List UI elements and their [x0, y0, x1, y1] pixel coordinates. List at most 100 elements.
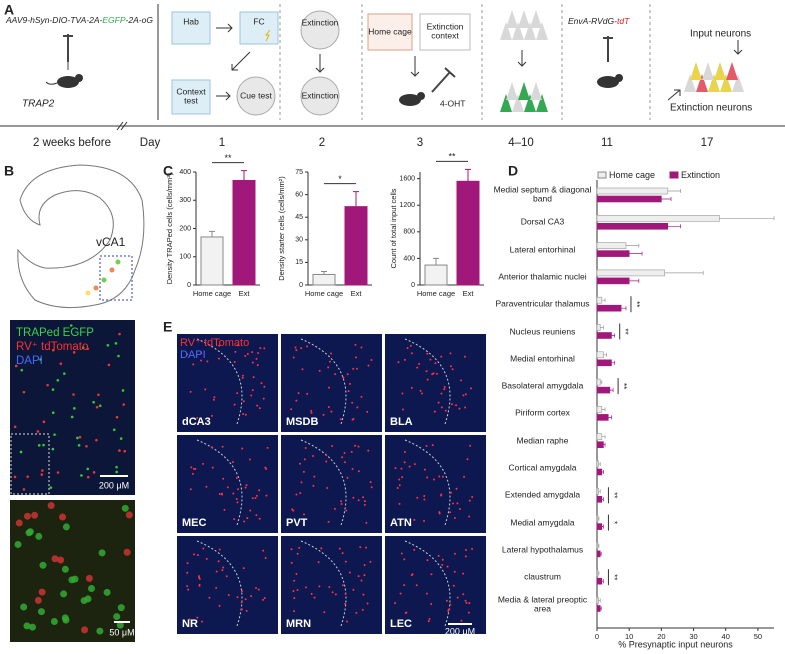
- cell: [244, 355, 247, 358]
- cell: [41, 469, 44, 472]
- micrograph: [10, 320, 135, 495]
- error-bar: [667, 224, 682, 229]
- cell: [367, 364, 370, 367]
- cell: [328, 585, 331, 588]
- micrograph: [177, 435, 278, 533]
- cell: [369, 560, 372, 563]
- cell: [322, 413, 325, 416]
- cell: [72, 393, 75, 396]
- cell: [57, 556, 65, 564]
- cell: [115, 415, 119, 419]
- cell: [437, 554, 440, 557]
- x-tick-label: Ext: [463, 289, 475, 298]
- bar: [424, 264, 448, 286]
- significance: **: [609, 492, 618, 498]
- virus-label: EnvA-RVdG-tdT: [568, 16, 630, 26]
- cell: [290, 408, 293, 411]
- neurons-icon: [500, 10, 548, 112]
- region-label: ATN: [390, 517, 412, 529]
- cell: [342, 376, 345, 379]
- cell: [115, 470, 119, 474]
- error-bar: [353, 191, 359, 207]
- cell: [221, 569, 224, 572]
- cell: [464, 406, 467, 409]
- cell: [346, 476, 349, 479]
- bar: [312, 273, 336, 286]
- y-tick-label: 1200: [399, 202, 415, 209]
- cell: [425, 370, 428, 373]
- cell: [22, 488, 26, 491]
- virus-text: EnvA-RVdG-: [568, 16, 617, 26]
- cell: [463, 475, 466, 478]
- cell: [213, 396, 216, 399]
- cell: [220, 492, 223, 495]
- cell: [360, 579, 363, 582]
- cell: [301, 368, 304, 371]
- cell: [51, 388, 55, 391]
- bar: [596, 441, 604, 449]
- syringe-icon: [603, 36, 613, 62]
- cell: [456, 596, 459, 599]
- timeline-label: 4–10: [508, 137, 534, 149]
- fc-box: [239, 11, 279, 45]
- cell: [114, 342, 118, 345]
- bar: [596, 223, 669, 230]
- bar: [596, 296, 603, 304]
- cell: [40, 473, 44, 476]
- cell: [264, 556, 267, 559]
- cell: [77, 444, 81, 447]
- cell: [292, 356, 295, 359]
- cell: [397, 361, 400, 364]
- category-label: Anterior thalamic nuclei: [498, 271, 587, 282]
- cell: [37, 444, 41, 447]
- cell: [233, 518, 236, 521]
- channel-label: DAPI: [180, 349, 206, 361]
- x-tick-label: 40: [722, 632, 730, 641]
- error-bar: [603, 442, 606, 447]
- cell: [363, 500, 366, 503]
- cell: [218, 344, 221, 347]
- cell: [14, 364, 18, 368]
- y-axis-label: Density TRAPed cells (cells/mm²): [165, 172, 174, 284]
- cell: [62, 616, 70, 624]
- bar: [596, 250, 630, 257]
- cell: [333, 507, 336, 510]
- cell: [293, 597, 296, 600]
- error-bar: [597, 571, 600, 576]
- cell: [339, 418, 342, 421]
- timeline-label: Day: [140, 137, 161, 149]
- category-label: Lateral hypothalamus: [501, 544, 584, 555]
- arrows: [216, 23, 743, 101]
- cell: [325, 454, 328, 457]
- cell: [403, 558, 406, 561]
- cell: [233, 361, 236, 364]
- cell: [258, 407, 261, 410]
- cell: [328, 386, 331, 389]
- cell: [462, 572, 465, 575]
- cell: [14, 540, 22, 548]
- cell: [193, 553, 196, 556]
- cell: [343, 451, 346, 454]
- category-label: Medial entorhinal: [510, 353, 575, 364]
- cell: [26, 475, 29, 478]
- legend-swatch: [597, 171, 607, 179]
- category-label: Piriform cortex: [515, 407, 570, 418]
- cell: [254, 497, 257, 500]
- cell: [92, 471, 96, 474]
- cell: [359, 546, 362, 549]
- cell: [330, 410, 333, 413]
- cell: [441, 475, 444, 478]
- cell: [295, 572, 298, 575]
- cell: [450, 491, 453, 494]
- error-bar: [600, 380, 603, 385]
- cell: [107, 363, 111, 367]
- cell: [305, 586, 308, 589]
- cell: [186, 353, 189, 356]
- cell: [327, 406, 330, 409]
- error-bar: [611, 360, 616, 365]
- region-label: MRN: [286, 618, 311, 630]
- cell: [265, 468, 268, 471]
- cell: [300, 347, 303, 350]
- region-outline: [196, 439, 243, 526]
- cell: [235, 476, 238, 479]
